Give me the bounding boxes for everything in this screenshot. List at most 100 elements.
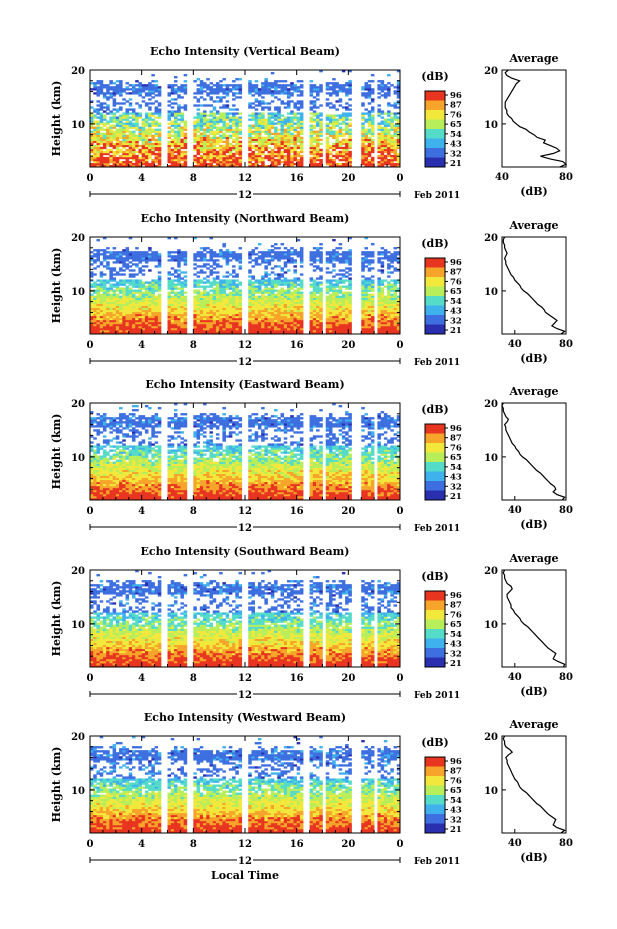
heatmap-cell [122,162,126,166]
heatmap-cell [383,315,388,319]
heatmap-cell [138,162,142,166]
heatmap-cell [232,313,236,317]
heatmap-cell [248,295,252,298]
heatmap-cell [299,309,304,313]
heatmap-cell [380,279,385,282]
heatmap-cell [90,319,94,323]
heatmap-cell [316,331,320,335]
heatmap-cell [131,283,136,286]
heatmap-cell [157,293,162,296]
heatmap-cell [148,114,152,117]
heatmap-cell [144,122,149,125]
heatmap-cell [90,295,94,298]
heatmap-cell [264,142,268,146]
heatmap-cell [148,90,152,93]
heatmap-cell [387,319,391,323]
heatmap-cell [235,150,239,154]
heatmap-cell [267,112,272,115]
heatmap-cell [277,303,281,307]
heatmap-cell [193,313,197,317]
heatmap-cell [254,116,259,119]
heatmap-cell [328,295,333,298]
heatmap-cell [170,142,175,146]
heatmap-cell [209,323,214,327]
heatmap-cell [383,301,388,304]
heatmap-cell [332,118,336,121]
heatmap-cell [367,124,372,127]
heatmap-cell [148,311,152,315]
heatmap-cell [183,104,188,107]
heatmap-cell [212,126,217,129]
heatmap-cell [290,158,294,162]
heatmap-cell [173,303,178,307]
heatmap-cell [312,102,317,105]
heatmap-cell [338,297,343,300]
heatmap-cell [154,311,159,315]
heatmap-cell [235,327,239,331]
heatmap-cell [257,291,262,294]
heatmap-cell [235,86,239,89]
heatmap-cell [348,321,352,325]
heatmap-cell [228,144,233,148]
heatmap-cell [299,319,304,323]
heatmap-cell [225,281,230,284]
heatmap-cell [257,301,262,304]
heatmap-cell [177,273,181,276]
heatmap-cell [393,269,398,272]
heatmap-cell [396,118,401,121]
heatmap-cell [261,84,265,87]
heatmap-cell [138,301,142,304]
heatmap-cell [183,156,188,160]
heatmap-cell [199,112,204,115]
heatmap-cell [102,325,107,329]
heatmap-cell [138,279,142,282]
heatmap-cell [232,303,236,307]
heatmap-cell [93,305,97,309]
heatmap-cell [170,287,175,290]
heatmap-cell [296,323,301,327]
heatmap-cell [319,138,323,142]
heatmap-cell [328,164,333,168]
heatmap-cell [316,303,320,307]
heatmap-cell [345,144,349,148]
heatmap-cell [261,325,265,329]
heatmap-cell [367,269,372,272]
heatmap-cell [393,303,398,307]
heatmap-cell [112,146,117,150]
heatmap-cell [296,112,301,115]
heatmap-cell [316,162,320,166]
heatmap-cell [141,122,146,125]
heatmap-cell [277,118,281,121]
heatmap-cell [345,319,349,323]
heatmap-cell [141,309,146,313]
heatmap-cell [167,116,172,119]
heatmap-cell [238,319,243,323]
heatmap-cell [361,315,365,319]
heatmap-cell [248,126,252,129]
heatmap-cell [325,279,330,282]
heatmap-cell [209,162,214,166]
heatmap-cell [106,128,110,131]
heatmap-cell [309,279,314,282]
heatmap-cell [267,82,272,85]
heatmap-cell [312,148,317,152]
heatmap-cell [144,287,149,290]
heatmap-cell [128,122,133,125]
heatmap-cell [128,126,133,129]
heatmap-cell [370,279,375,282]
heatmap-cell [264,309,268,313]
heatmap-cell [328,311,333,315]
heatmap-cell [106,293,110,296]
heatmap-cell [219,307,223,311]
heatmap-cell [131,86,136,89]
heatmap-cell [206,327,210,331]
heatmap-cell [144,309,149,313]
heatmap-cell [338,150,343,154]
heatmap-cell [135,329,139,333]
heatmap-cell [377,88,381,91]
heatmap-cell [267,132,272,135]
heatmap-cell [93,84,97,87]
heatmap-cell [248,84,252,87]
heatmap-cell [328,106,333,109]
heatmap-cell [286,299,291,302]
